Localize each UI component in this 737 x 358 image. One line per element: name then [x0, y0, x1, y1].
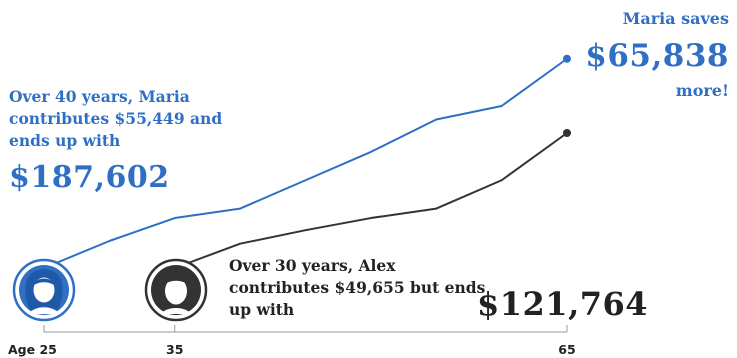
alex-end-point	[563, 129, 571, 137]
alex-series-line	[174, 132, 568, 269]
maria-annotation: Over 40 years, Maria contributes $55,449…	[9, 87, 223, 150]
series-lines	[43, 54, 571, 269]
alex-avatar-icon	[144, 258, 208, 322]
savings-label: Maria saves	[622, 9, 729, 28]
x-tick-label: 35	[166, 342, 183, 357]
maria-series-line	[43, 57, 568, 269]
maria-total-value: $187,602	[9, 160, 170, 195]
x-tick-label: Age 25	[8, 342, 57, 357]
savings-more-label: more!	[675, 81, 729, 100]
alex-annotation: Over 30 years, Alex contributes $49,655 …	[229, 256, 486, 319]
x-axis: Age 25 35 65	[8, 325, 576, 357]
savings-amount: $65,838	[585, 38, 729, 74]
maria-avatar-icon	[12, 258, 76, 322]
alex-total-value: $121,764	[477, 285, 648, 323]
maria-end-point	[563, 54, 571, 63]
x-tick-label: 65	[558, 342, 575, 357]
